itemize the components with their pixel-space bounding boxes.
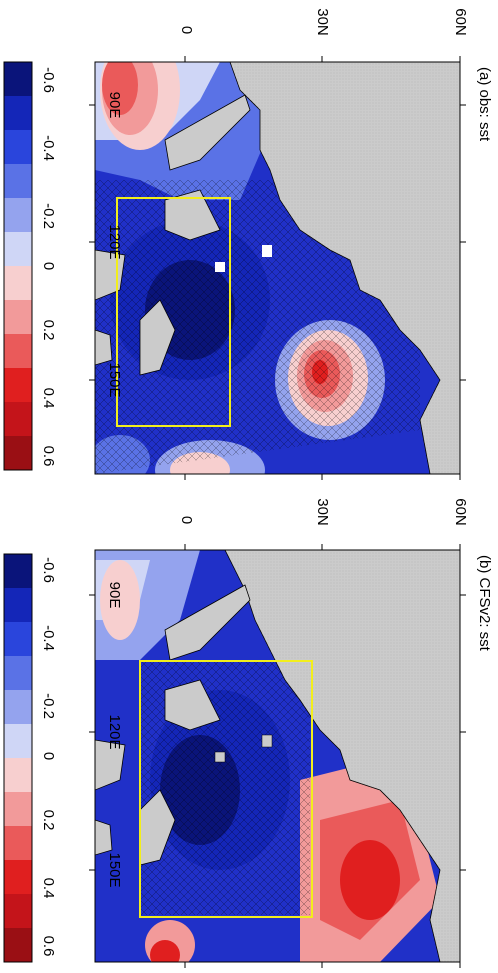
colorbar-a-label-3: 0 <box>40 262 57 270</box>
colorbar-swatch <box>4 656 32 691</box>
colorbar-swatch <box>4 724 32 759</box>
colorbar-swatch <box>4 96 32 131</box>
colorbar-swatch <box>4 62 32 97</box>
colorbar-swatch <box>4 860 32 895</box>
colorbar-a-label-6: 0.6 <box>40 446 57 467</box>
lat-label-60n-a: 60N <box>452 8 469 36</box>
lon-label-90e-b: 90E <box>106 582 123 609</box>
colorbar-b-label-6: 0.6 <box>40 936 57 957</box>
colorbar-swatch <box>4 266 32 301</box>
colorbar-swatch <box>4 164 32 199</box>
lat-label-30n-b: 30N <box>314 498 331 526</box>
colorbar-swatch <box>4 436 32 471</box>
map-frame-b <box>94 549 461 963</box>
colorbar-swatch <box>4 554 32 589</box>
colorbar-b: -0.6 -0.4 -0.2 0 0.2 0.4 0.6 <box>3 553 57 963</box>
colorbar-a-label-1: -0.4 <box>40 135 57 161</box>
map-frame-a <box>94 61 461 475</box>
colorbar-a-label-0: -0.6 <box>40 67 57 93</box>
lon-label-150e-a: 150E <box>106 362 123 397</box>
lat-label-0-a: 0 <box>178 26 195 34</box>
colorbar-a: -0.6 -0.4 -0.2 0 0.2 0.4 0.6 <box>3 61 57 471</box>
colorbar-a-label-5: 0.4 <box>40 388 57 409</box>
colorbar-a-label-2: -0.2 <box>40 203 57 229</box>
lat-label-0-b: 0 <box>178 516 195 524</box>
colorbar-swatch <box>4 894 32 929</box>
lat-label-60n-b: 60N <box>452 498 469 526</box>
colorbar-b-label-4: 0.2 <box>40 810 57 831</box>
colorbar-swatch <box>4 198 32 233</box>
map-b <box>95 550 460 962</box>
study-region-box-a <box>116 197 231 427</box>
ticks-b <box>89 544 466 968</box>
colorbar-swatch <box>4 690 32 725</box>
panel-a: 0 30N 60N 90E 120E 150E (a) obs: sst -0.… <box>3 8 493 480</box>
lat-label-30n-a: 30N <box>314 8 331 36</box>
ticks-a <box>89 56 466 480</box>
colorbar-b-label-0: -0.6 <box>40 557 57 583</box>
colorbar-swatch <box>4 368 32 403</box>
panel-title-b: (b) CFSv2: sst <box>476 555 493 652</box>
colorbar-b-label-5: 0.4 <box>40 878 57 899</box>
colorbar-swatch <box>4 622 32 657</box>
colorbar-a-label-4: 0.2 <box>40 320 57 341</box>
colorbar-swatch <box>4 334 32 369</box>
colorbar-swatch <box>4 402 32 437</box>
map-a <box>95 62 460 474</box>
panel-b: 0 30N 60N 90E 120E 150E (b) CFSv2: sst -… <box>3 498 493 968</box>
panel-title-a: (a) obs: sst <box>476 67 493 142</box>
colorbar-swatch <box>4 130 32 165</box>
study-region-box-b <box>139 660 313 918</box>
colorbar-swatch <box>4 232 32 267</box>
colorbar-swatch <box>4 792 32 827</box>
lon-label-90e-a: 90E <box>106 92 123 119</box>
lon-label-120e-a: 120E <box>106 224 123 259</box>
colorbar-swatch <box>4 300 32 335</box>
colorbar-swatch <box>4 928 32 963</box>
colorbar-b-label-3: 0 <box>40 752 57 760</box>
colorbar-swatch <box>4 588 32 623</box>
colorbar-swatch <box>4 758 32 793</box>
colorbar-b-label-1: -0.4 <box>40 625 57 651</box>
lon-label-120e-b: 120E <box>106 714 123 749</box>
colorbar-b-label-2: -0.2 <box>40 693 57 719</box>
colorbar-swatch <box>4 826 32 861</box>
lon-label-150e-b: 150E <box>106 852 123 887</box>
